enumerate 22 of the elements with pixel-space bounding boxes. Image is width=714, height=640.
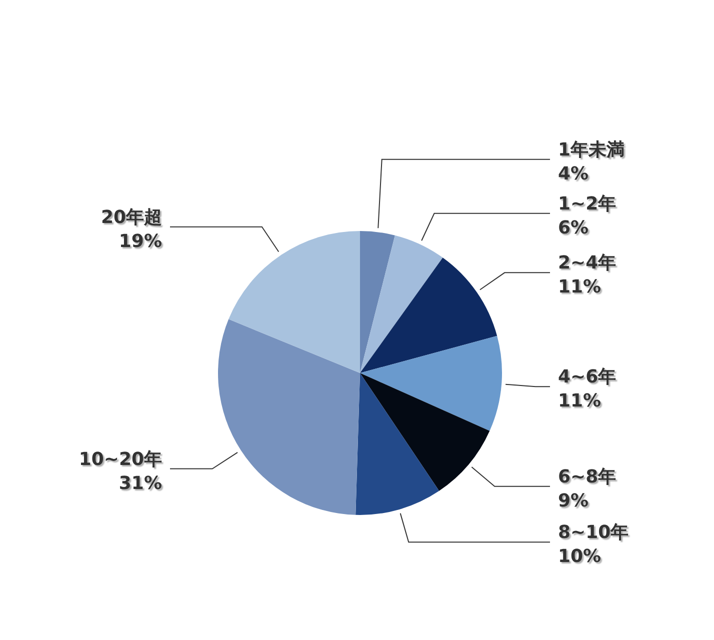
- pie-slice: [360, 336, 502, 431]
- data-label: 6%: [558, 217, 589, 238]
- slice-label: 4~6年: [558, 366, 616, 388]
- data-label: 10%: [558, 546, 602, 568]
- slice-label: 10~20年: [78, 448, 162, 470]
- slice-label: 20年超: [100, 206, 162, 228]
- data-label: 31%: [118, 472, 162, 494]
- pie-slice: [360, 258, 498, 373]
- slice-label: 1~2年: [558, 193, 616, 214]
- slice-label: 8~10年: [558, 522, 629, 544]
- slice-label: 6~8年: [558, 466, 616, 488]
- data-label: 4%: [558, 163, 589, 184]
- data-label: 11%: [558, 276, 602, 298]
- slice-label: 2~4年: [558, 252, 616, 274]
- slice-label: 1年未満: [558, 139, 625, 160]
- pie-slice: [218, 319, 360, 515]
- pie-slice: [360, 373, 490, 491]
- pie-slice: [360, 231, 395, 373]
- data-label: 9%: [558, 490, 589, 512]
- pie-slice: [356, 373, 440, 515]
- data-label: 19%: [118, 230, 162, 252]
- data-label: 11%: [558, 390, 602, 412]
